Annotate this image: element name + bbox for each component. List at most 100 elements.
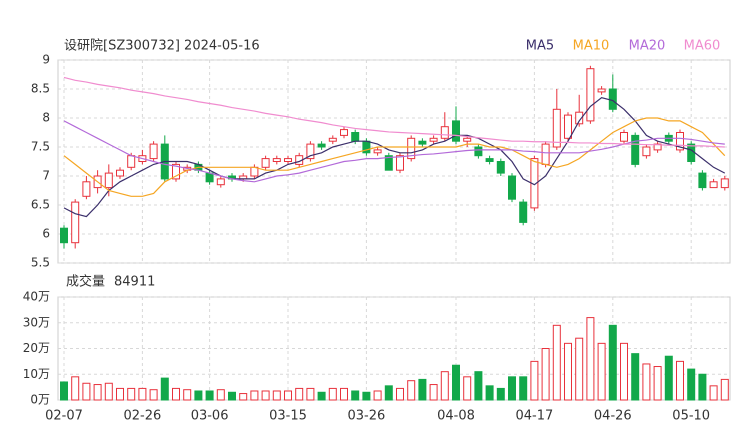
ma-line	[63, 117, 726, 197]
candle-body	[642, 146, 651, 157]
volume-bar	[586, 317, 595, 401]
volume-tick-label: 30万	[23, 315, 50, 329]
volume-bar	[272, 390, 281, 401]
candle-body	[541, 143, 550, 165]
x-tick-label: 05-10	[672, 409, 710, 424]
candle-body	[340, 129, 348, 136]
volume-bar	[440, 371, 449, 401]
legend-entry: MA5	[526, 39, 554, 54]
candle-body	[586, 68, 595, 122]
volume-bar	[429, 384, 438, 401]
volume-bar	[709, 385, 718, 401]
candle-body	[384, 155, 393, 171]
candle-body	[149, 143, 158, 160]
volume-bar	[452, 364, 460, 401]
volume-bar	[340, 387, 348, 401]
candle-body	[474, 146, 483, 157]
y-tick-label: 6	[42, 227, 50, 241]
volume-bar	[664, 355, 673, 401]
volume-bar	[82, 382, 91, 401]
volume-bar	[620, 342, 628, 401]
y-tick-label: 7	[42, 169, 50, 183]
volume-title: 成交量	[66, 274, 105, 290]
volume-bar	[373, 390, 382, 401]
candle-body	[82, 181, 91, 197]
volume-tick-label: 10万	[23, 367, 50, 381]
y-tick-label: 8	[42, 111, 50, 125]
volume-bar	[519, 376, 528, 401]
chart-title: 设研院[SZ300732] 2024-05-16	[64, 39, 260, 54]
volume-bar	[127, 387, 136, 401]
y-tick-label: 9	[42, 53, 50, 67]
x-tick-label: 04-26	[594, 409, 632, 424]
candle-body	[284, 158, 292, 163]
volume-bar	[71, 376, 80, 401]
candle-body	[272, 158, 281, 163]
volume-bar	[261, 390, 270, 401]
volume-latest: 84911	[114, 275, 155, 290]
candle-body	[429, 137, 438, 142]
candle-body	[687, 143, 696, 163]
volume-bar	[160, 377, 169, 401]
candle-body	[463, 137, 472, 142]
volume-bar	[687, 368, 696, 401]
volume-bar	[183, 389, 192, 401]
x-tick-label: 02-07	[45, 409, 83, 424]
candle-body	[104, 172, 113, 189]
volume-bar	[250, 390, 259, 401]
volume-bar	[653, 366, 662, 401]
candle-body	[261, 158, 270, 168]
volume-bar	[284, 390, 292, 401]
volume-bar	[418, 378, 427, 401]
volume-bar	[104, 382, 113, 401]
candle-body	[216, 178, 225, 186]
candle-body	[373, 149, 382, 154]
candle-body	[127, 155, 136, 168]
y-tick-label: 5.5	[31, 256, 50, 270]
volume-bar	[328, 387, 337, 401]
candle-body	[60, 227, 68, 244]
legend: MA5 MA10 MA20 MA60	[526, 39, 721, 54]
candle-body	[71, 201, 80, 244]
candle-body	[519, 201, 528, 223]
volume-bar	[396, 387, 404, 401]
candle-body	[396, 155, 404, 171]
ma-line	[63, 120, 725, 183]
volume-bar	[362, 391, 371, 401]
volume-bar	[205, 390, 214, 401]
x-tick-label: 03-15	[269, 409, 307, 424]
candle-body	[676, 132, 684, 151]
candle-body	[508, 175, 516, 200]
volume-bar	[530, 360, 539, 401]
volume-tick-label: 40万	[23, 290, 50, 304]
volume-bar	[552, 324, 561, 401]
volume-bar	[508, 376, 516, 401]
legend-entry: MA10	[573, 39, 610, 54]
candle-body	[698, 172, 707, 189]
volume-bar	[463, 376, 472, 401]
volume-bar	[474, 371, 483, 401]
volume-bar	[642, 363, 651, 401]
candle-body	[709, 181, 718, 189]
y-tick-label: 6.5	[31, 198, 50, 212]
candle-body	[306, 143, 315, 160]
volume-bar	[295, 387, 304, 401]
volume-bar	[317, 391, 326, 401]
volume-tick-label: 0万	[30, 393, 50, 407]
candle-body	[418, 140, 427, 145]
volume-bar	[216, 389, 225, 401]
y-tick-label: 7.5	[31, 140, 50, 154]
volume-bar	[631, 353, 640, 401]
volume-bar	[496, 387, 505, 401]
legend-entry: MA60	[684, 39, 721, 54]
x-tick-label: 04-08	[437, 409, 475, 424]
x-tick-label: 03-26	[348, 409, 386, 424]
x-tick-label: 04-17	[516, 409, 554, 424]
volume-bar	[676, 360, 684, 401]
x-tick-label: 02-26	[124, 409, 162, 424]
volume-bar	[116, 387, 124, 401]
volume-bar	[575, 337, 584, 401]
volume-bar	[228, 391, 236, 401]
candle-body	[172, 163, 180, 180]
